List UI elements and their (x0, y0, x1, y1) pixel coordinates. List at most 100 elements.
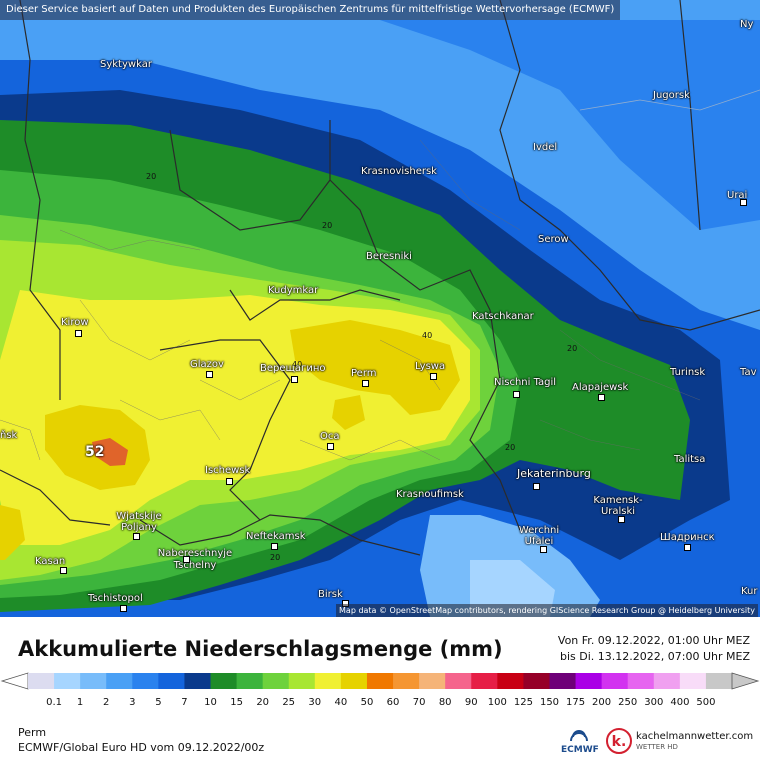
legend-swatch (419, 673, 446, 689)
city-label: Kamensk-Uralski (593, 495, 643, 517)
legend-swatch (366, 673, 394, 689)
legend-swatch (575, 673, 603, 689)
legend-tick-label: 3 (129, 697, 136, 708)
city-label: Kirow (61, 317, 89, 328)
legend-tick-label: 200 (592, 697, 612, 708)
model-run-label: ECMWF/Global Euro HD vom 09.12.2022/00z (18, 741, 265, 754)
ecmwf-banner: Dieser Service basiert auf Daten und Pro… (0, 0, 621, 20)
city-label: Kur (741, 586, 758, 597)
legend-swatch (106, 673, 133, 689)
legend-tick-label: 100 (487, 697, 507, 708)
city-marker (75, 330, 82, 337)
contour-label-20: 20 (146, 172, 157, 181)
legend-swatch (184, 673, 212, 689)
kachelmann-k-icon: k. (606, 728, 632, 754)
legend-tick-label: 400 (670, 697, 690, 708)
city-label: Ny (740, 19, 754, 30)
precip-area-5-7 (380, 20, 760, 230)
legend-tick-label: 60 (386, 697, 400, 708)
city-label: Lyswa (415, 361, 446, 372)
city-label: Kudymkar (268, 285, 319, 296)
legend-tick-label: 7 (181, 697, 188, 708)
legend-swatch (314, 673, 342, 689)
city-marker (740, 199, 747, 206)
max-value-label: 52 (85, 444, 105, 460)
city-marker (226, 478, 233, 485)
kachelmann-logo[interactable]: k. kachelmannwetter.com WETTER HD (606, 726, 756, 758)
contour-label-20: 20 (270, 553, 281, 562)
city-marker (362, 380, 369, 387)
city-label: Syktywkar (100, 59, 152, 70)
legend-swatch (340, 673, 368, 689)
legend-tick-label: 2 (103, 697, 110, 708)
city-label: Serow (538, 234, 569, 245)
city-label: ňsk (0, 430, 18, 441)
precipitation-map[interactable]: Dieser Service basiert auf Daten und Pro… (0, 0, 760, 617)
legend-arrow-right (731, 672, 760, 690)
city-label: Alapajewsk (572, 382, 629, 393)
city-label: Jugorsk (653, 90, 690, 101)
city-label: Krasnovishersk (361, 166, 437, 177)
color-scale-bar (0, 672, 760, 690)
legend-swatch (627, 673, 655, 689)
ecmwf-logo[interactable]: ECMWF (559, 727, 599, 757)
legend-swatch (601, 673, 629, 689)
legend-swatch (653, 673, 681, 689)
city-label: Jekaterinburg (517, 467, 591, 480)
legend-tick-label: 70 (412, 697, 426, 708)
city-marker (327, 443, 334, 450)
legend-swatch (210, 673, 238, 689)
city-marker (206, 371, 213, 378)
legend-tick-label: 0.1 (46, 697, 63, 708)
city-label: Glazov (190, 359, 224, 370)
kachelmann-logo-text: kachelmannwetter.com (636, 731, 754, 742)
city-marker (430, 373, 437, 380)
legend-tick-label: 20 (256, 697, 270, 708)
city-marker (684, 544, 691, 551)
city-label: Krasnoufimsk (396, 489, 464, 500)
city-label: Tschistopol (88, 593, 143, 604)
city-label: Urai (727, 190, 748, 201)
district-borders (0, 139, 701, 461)
legend-tick-label: 5 (155, 697, 162, 708)
legend-swatch (471, 673, 498, 689)
legend-tick-label: 175 (566, 697, 586, 708)
legend-tick-label: 80 (438, 697, 452, 708)
legend-swatch (445, 673, 472, 689)
legend-tick-label: 15 (230, 697, 243, 708)
legend-tick-label: 10 (204, 697, 217, 708)
precip-area-50-max (92, 438, 128, 466)
period-to: bis Di. 13.12.2022, 07:00 Uhr MEZ (560, 650, 750, 663)
legend-swatch (497, 673, 524, 689)
legend-swatch (80, 673, 107, 689)
city-label: Ocа (320, 431, 340, 442)
city-label: Шадринск (660, 532, 715, 543)
legend-tick-label: 40 (334, 697, 348, 708)
city-label: Katschkanar (472, 311, 534, 322)
city-marker (598, 394, 605, 401)
city-marker (540, 546, 547, 553)
legend-swatch (288, 673, 316, 689)
city-label: Naberesсhnyje Tschelny (157, 548, 233, 571)
legend-tick-label: 1 (76, 697, 84, 708)
city-label: Werchni Ufalei (518, 525, 560, 547)
legend-swatch (393, 673, 420, 689)
city-marker (60, 567, 67, 574)
legend-swatch (236, 673, 264, 689)
city-label: Верещагино (260, 363, 326, 374)
city-label: Turinsk (670, 367, 706, 378)
location-label: Perm (18, 726, 47, 739)
legend-arrow-left (0, 672, 29, 690)
city-marker (133, 533, 140, 540)
legend-tick-label: 30 (308, 697, 322, 708)
precip-area-40-50-perm (290, 320, 460, 415)
legend-swatch (158, 673, 185, 689)
city-label: Ischewsk (205, 465, 251, 476)
precip-area-1-3 (470, 560, 555, 617)
city-marker (533, 483, 540, 490)
region-borders (0, 0, 760, 556)
kachelmann-logo-subtext: WETTER HD (636, 743, 678, 751)
city-label: Nischni Tagil (494, 377, 557, 388)
contour-label-40: 40 (292, 360, 303, 369)
legend-tick-label: 90 (464, 697, 478, 708)
